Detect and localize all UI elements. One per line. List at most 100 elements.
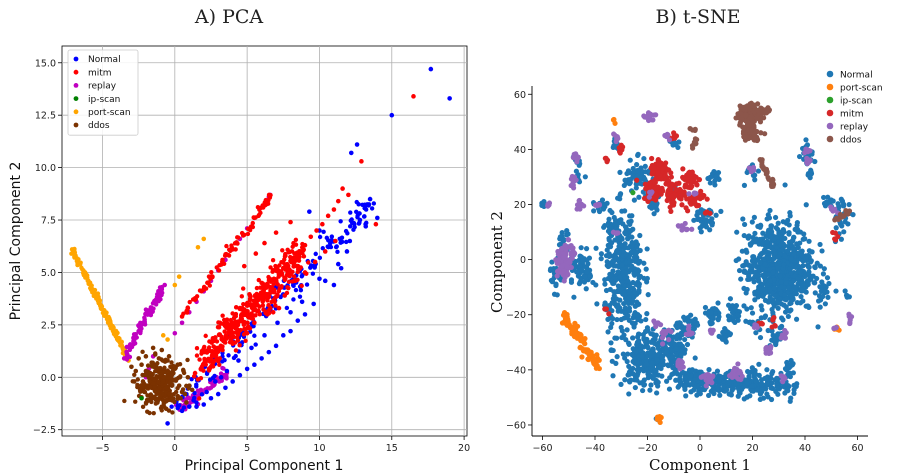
pca-point	[109, 324, 115, 330]
tsne-point	[762, 297, 769, 303]
pca-point	[147, 397, 152, 402]
tsne-point	[594, 352, 600, 358]
pca-point	[155, 366, 160, 372]
pca-point	[198, 366, 204, 372]
pca-point	[347, 238, 353, 244]
tsne-point	[762, 131, 768, 137]
tsne-point	[756, 361, 762, 367]
tsne-point	[817, 263, 823, 269]
tsne-point	[619, 262, 625, 268]
pca-point	[259, 280, 264, 286]
tsne-point	[735, 361, 741, 367]
tsne-point	[648, 382, 654, 388]
tsne-point	[647, 189, 653, 195]
pca-point	[198, 387, 204, 393]
tsne-point	[564, 316, 570, 322]
tsne-point	[633, 349, 639, 355]
tsne-point	[818, 284, 825, 290]
tsne-point	[628, 377, 634, 383]
tsne-point	[631, 324, 637, 330]
pca-point	[139, 395, 144, 401]
pca-x-tick-label: −5	[95, 443, 109, 454]
pca-point	[220, 257, 225, 263]
tsne-point	[673, 133, 680, 139]
tsne-point	[657, 419, 663, 426]
tsne-point	[804, 282, 811, 288]
tsne-point	[651, 211, 657, 217]
pca-point	[266, 349, 272, 355]
tsne-point	[624, 299, 630, 305]
tsne-point	[754, 115, 760, 121]
tsne-point	[755, 290, 761, 296]
pca-point	[335, 261, 341, 267]
tsne-point	[586, 352, 592, 358]
pca-point	[369, 206, 375, 211]
tsne-point	[688, 372, 694, 379]
tsne-point	[806, 272, 812, 278]
tsne-point	[788, 293, 795, 299]
pca-point	[211, 358, 216, 363]
tsne-point	[642, 176, 648, 182]
pca-point	[235, 235, 240, 240]
tsne-point	[622, 177, 628, 183]
pca-point	[335, 198, 341, 204]
tsne-point	[634, 173, 640, 179]
tsne-point	[751, 214, 757, 220]
tsne-point	[790, 370, 796, 376]
tsne-point	[772, 292, 779, 299]
pca-point	[272, 290, 277, 295]
pca-point	[206, 345, 212, 350]
tsne-point	[726, 391, 732, 397]
pca-point	[204, 358, 209, 363]
tsne-point	[635, 151, 641, 157]
pca-point	[239, 294, 245, 299]
tsne-x-axis-label: Component 1	[649, 456, 751, 474]
pca-point	[266, 307, 272, 313]
tsne-point	[548, 266, 554, 272]
pca-point	[252, 293, 258, 299]
tsne-point	[703, 383, 709, 389]
tsne-point	[757, 334, 764, 341]
tsne-point	[726, 317, 732, 323]
tsne-point	[713, 212, 719, 218]
tsne-point	[686, 170, 692, 176]
pca-point	[189, 387, 195, 393]
tsne-point	[651, 340, 658, 347]
pca-point	[237, 372, 243, 378]
tsne-point	[756, 108, 762, 114]
tsne-point	[741, 285, 747, 292]
tsne-point	[579, 354, 585, 360]
pca-point	[256, 277, 261, 283]
tsne-point	[775, 220, 781, 226]
pca-point	[149, 393, 154, 399]
tsne-point	[729, 303, 736, 309]
pca-point	[351, 227, 356, 232]
pca-legend-label: ddos	[88, 121, 110, 131]
pca-point	[254, 309, 260, 314]
tsne-point	[697, 194, 703, 200]
pca-point	[373, 221, 379, 227]
tsne-point	[553, 281, 559, 287]
tsne-point	[651, 112, 657, 118]
tsne-point	[577, 253, 583, 259]
pca-point	[363, 224, 369, 229]
tsne-point	[764, 391, 770, 397]
tsne-point	[545, 201, 551, 207]
tsne-point	[838, 214, 845, 220]
pca-point	[273, 303, 278, 308]
tsne-point	[663, 160, 669, 166]
tsne-point	[794, 222, 800, 228]
pca-point	[194, 346, 200, 351]
pca-point	[231, 315, 237, 321]
tsne-point	[580, 258, 586, 264]
tsne-point	[623, 251, 629, 258]
pca-point	[157, 386, 162, 391]
pca-point	[313, 251, 318, 257]
tsne-point	[767, 297, 773, 303]
tsne-point	[723, 387, 730, 393]
pca-point	[261, 287, 266, 292]
tsne-point	[775, 391, 781, 397]
pca-point	[201, 236, 207, 242]
pca-point	[230, 341, 235, 347]
pca-point	[271, 282, 276, 287]
